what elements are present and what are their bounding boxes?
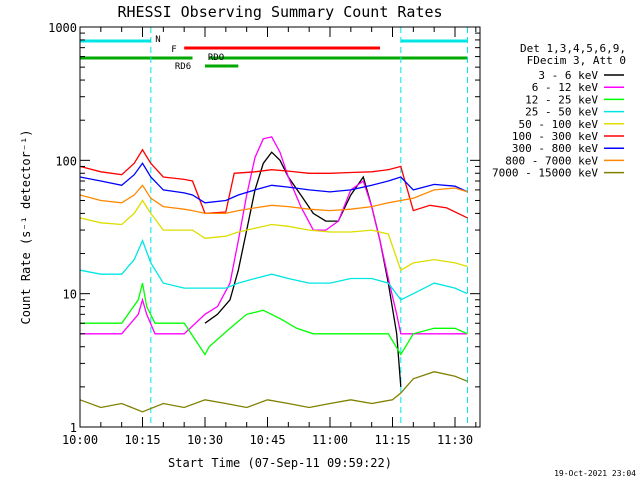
axis-layer: 10:00 10:15 10:30 10:45 11:00 11:15 11:30 1 10 10… xyxy=(48,21,480,447)
y-tick-label: 1000 xyxy=(48,21,77,35)
series-line-9 xyxy=(79,371,468,413)
series-line-4 xyxy=(79,238,468,301)
x-tick-label: 10:15 xyxy=(124,433,160,447)
series-line-2 xyxy=(80,136,468,335)
y-axis-label: Count Rate (s⁻¹ detector⁻¹) xyxy=(19,129,33,324)
legend-entry-label: 25 - 50 keV xyxy=(525,106,598,119)
x-tick-label: 10:00 xyxy=(62,433,98,447)
legend-entry-label: 100 - 300 keV xyxy=(512,130,598,143)
x-axis-label: Start Time (07-Sep-11 09:59:22) xyxy=(168,456,392,470)
y-tick-label: 1 xyxy=(70,421,77,435)
series-line-3 xyxy=(80,282,468,356)
plot-frame xyxy=(79,26,481,428)
x-tick-label: 11:00 xyxy=(312,433,348,447)
chart-title: RHESSI Observing Summary Count Rates xyxy=(117,3,442,21)
legend-entry-label: 6 - 12 keV xyxy=(532,81,599,94)
x-tick-label: 11:30 xyxy=(437,433,473,447)
series-line-1 xyxy=(204,151,402,387)
legend-entry-label: 12 - 25 keV xyxy=(525,93,598,106)
legend-entry-label: 3 - 6 keV xyxy=(538,69,598,82)
y-tick-label: 100 xyxy=(55,154,77,168)
legend-entry-label: 300 - 800 keV xyxy=(512,142,598,155)
series-line-6 xyxy=(79,148,468,219)
series-line-8 xyxy=(79,184,468,215)
flag-layer: N F RDO RD6 xyxy=(80,27,468,427)
legend-entry-label: 7000 - 15000 keV xyxy=(492,167,598,180)
series-layer xyxy=(79,136,468,413)
flag-label-rdo: RDO xyxy=(208,53,224,63)
legend-header-line: FDecim 3, Att 0 xyxy=(527,54,626,67)
y-tick-label: 10 xyxy=(63,288,77,302)
legend-header-line: Det 1,3,4,5,6,9, xyxy=(520,42,626,55)
legend-entry-label: 800 - 7000 keV xyxy=(505,154,598,167)
x-tick-label: 11:15 xyxy=(374,433,410,447)
flag-label-rd6: RD6 xyxy=(175,62,191,72)
series-line-7 xyxy=(79,162,468,204)
legend-entry-label: 50 - 100 keV xyxy=(519,118,599,131)
series-line-5 xyxy=(79,199,468,272)
footer-timestamp: 19-Oct-2021 23:04 xyxy=(554,469,636,478)
x-tick-label: 10:45 xyxy=(249,433,285,447)
flag-label-f: F xyxy=(171,45,176,55)
x-tick-label: 10:30 xyxy=(187,433,223,447)
legend: Det 1,3,4,5,6,9,FDecim 3, Att 0 3 - 6 keV… xyxy=(492,42,626,180)
flag-label-n: N xyxy=(155,35,160,45)
